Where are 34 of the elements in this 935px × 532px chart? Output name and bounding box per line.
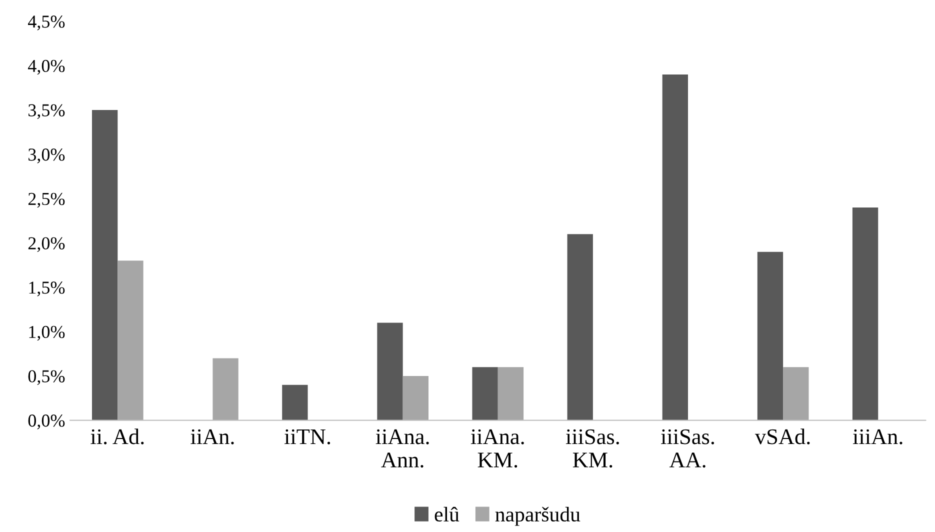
bar (92, 110, 118, 420)
y-tick-label: 2,5% (28, 192, 65, 208)
x-tick-label: iiiAn. (852, 429, 902, 444)
y-tick-label: 1,0% (29, 326, 65, 341)
bar (662, 74, 688, 420)
bar (472, 367, 498, 420)
y-tick-label: 3,0% (28, 148, 65, 164)
x-tick-label: iiiSas. KM. (566, 429, 619, 468)
legend-label: elû (434, 506, 460, 522)
y-tick-label: 3,5% (28, 104, 65, 119)
bar (757, 252, 784, 420)
x-tick-label: iiTN. (284, 429, 330, 444)
y-tick-label: 4,0% (28, 60, 65, 75)
bar (282, 384, 308, 420)
bar (852, 207, 878, 420)
bar (498, 367, 524, 420)
x-tick-label: iiiSas. AA. (660, 429, 714, 468)
x-tick-label: iiAna. Ann. (376, 429, 429, 468)
bar (377, 322, 403, 420)
x-tick-label: iiAna. KM. (470, 429, 524, 468)
y-tick-label: 4,5% (28, 16, 65, 30)
bar (402, 376, 428, 420)
y-tick-label: 1,5% (29, 282, 65, 296)
bar (567, 234, 593, 420)
bar (783, 367, 809, 420)
x-tick-label: ii. Ad. (90, 428, 144, 444)
y-tick-label: 0,5% (28, 370, 65, 385)
y-tick-label: 0,0% (28, 414, 65, 430)
bar (118, 260, 144, 420)
legend-label: naparšudu (495, 506, 580, 526)
x-tick-label: iiAn. (190, 429, 234, 444)
x-tick-label: vSAd. (754, 428, 810, 444)
bar (212, 358, 238, 420)
y-tick-label: 2,0% (28, 237, 65, 252)
